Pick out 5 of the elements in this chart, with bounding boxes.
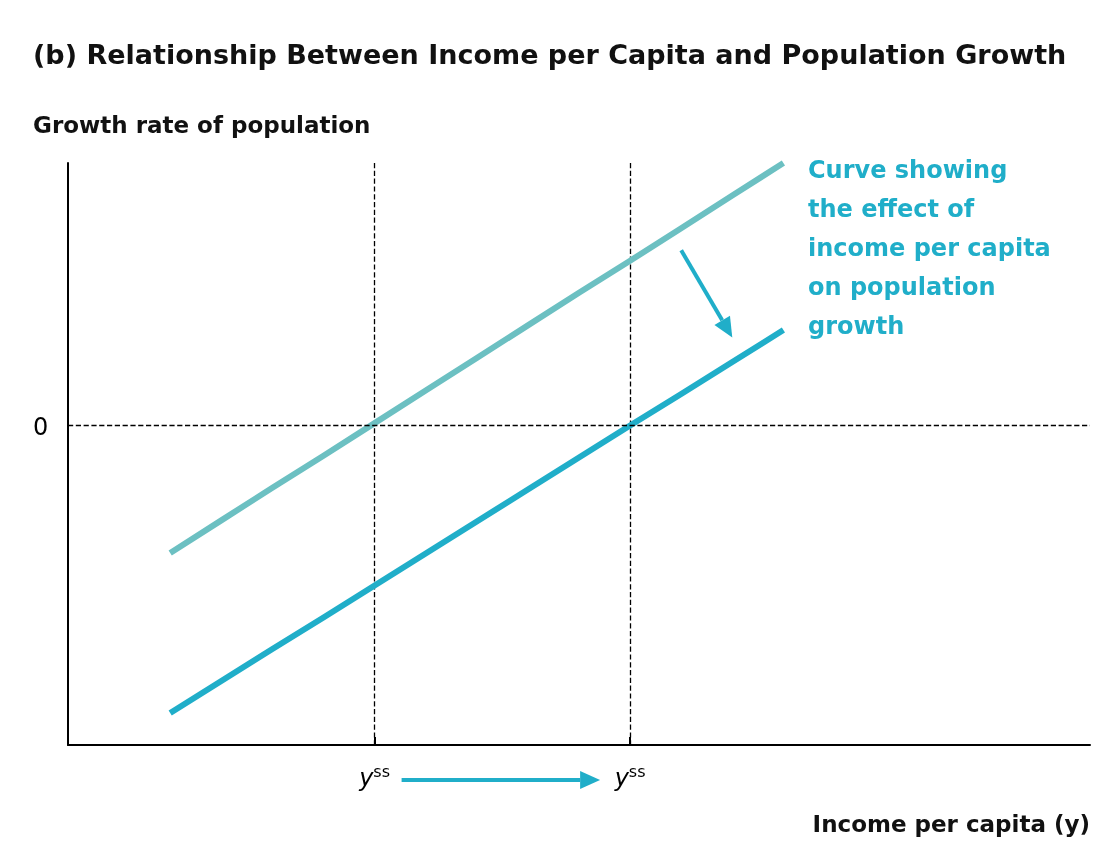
text: 0 [33,412,49,441]
y-axis-title: Growth rate of population [33,111,371,138]
x-axis-title: Income per capita (y) [812,810,1091,837]
annotation: Curve showing the effect of income per capita on population growth [808,155,1051,340]
chart-title: (b) Relationship Between Income per Capita and Population Growth [33,39,1067,70]
